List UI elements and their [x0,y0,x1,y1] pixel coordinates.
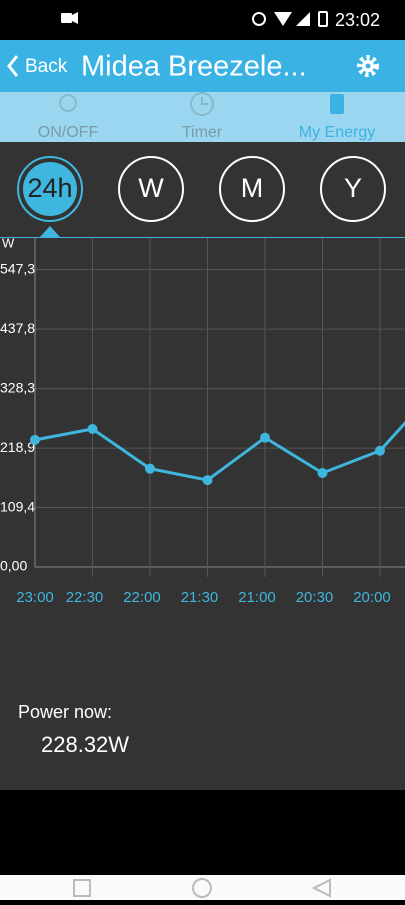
x-tick-label: 22:00 [123,589,161,606]
header [0,40,405,92]
tab-icon[interactable] [190,92,214,116]
back-button[interactable]: Back [25,56,68,77]
power-value: 228.32W [41,732,129,757]
x-tick-label: 21:00 [238,589,276,606]
back-icon[interactable] [7,55,19,77]
period-button[interactable] [219,156,285,222]
settings-icon[interactable] [357,55,379,77]
data-point [202,475,213,486]
period-label[interactable]: M [241,173,264,203]
period-button[interactable] [17,156,83,222]
settings-icon [365,63,371,69]
x-tick-label: 20:30 [296,589,334,606]
selected-pointer [40,226,60,237]
y-tick-label: 109,4 [0,498,35,514]
data-point [145,463,155,474]
y-tick-label: 547,3 [0,260,35,276]
tab-label[interactable]: My Energy [299,124,375,141]
camera-icon [61,13,72,23]
x-tick-label: 21:30 [181,589,219,606]
period-button[interactable] [118,156,184,222]
wifi-icon [274,12,292,26]
battery-icon [318,11,328,27]
y-unit: W [2,235,15,250]
period-selected[interactable] [23,162,77,216]
period-label[interactable]: Y [344,173,362,203]
tab-icon [201,97,208,105]
data-line [34,420,405,482]
data-point [30,434,40,445]
y-tick-label: 218,9 [0,439,35,455]
plot: W 0,00 109,4 218,9 328,3 437,8 547,3 23:00 22:30… [0,235,405,606]
tab-icon[interactable] [330,94,344,114]
y-tick-label: 0,00 [0,558,27,574]
alarm-icon [252,12,266,26]
y-tick-label: 437,8 [0,320,35,336]
data-point [317,468,328,479]
tab-label[interactable]: ON/OFF [38,124,99,141]
camera-icon [72,12,78,24]
nav-recents[interactable] [73,879,91,897]
clock: 23:02 [335,10,380,30]
signal-icon [296,12,310,26]
period-label[interactable]: 24h [27,173,72,203]
x-tick-label: 20:00 [353,589,391,606]
data-point [87,423,98,434]
period-label[interactable]: W [138,173,164,203]
x-tick-label: 22:30 [66,589,104,606]
device-title: Midea Breezele... [81,51,307,83]
period-button[interactable] [320,156,386,222]
nav-home[interactable] [192,878,212,898]
data-point [375,445,385,456]
data-point [260,432,270,443]
tab-icon[interactable] [59,94,77,112]
nav-back[interactable] [311,878,331,898]
y-tick-label: 328,3 [0,379,35,395]
blank [0,790,405,875]
x-tick-label: 23:00 [16,589,54,606]
tab-label[interactable]: Timer [182,124,223,141]
power-label: Power now: [18,702,112,722]
